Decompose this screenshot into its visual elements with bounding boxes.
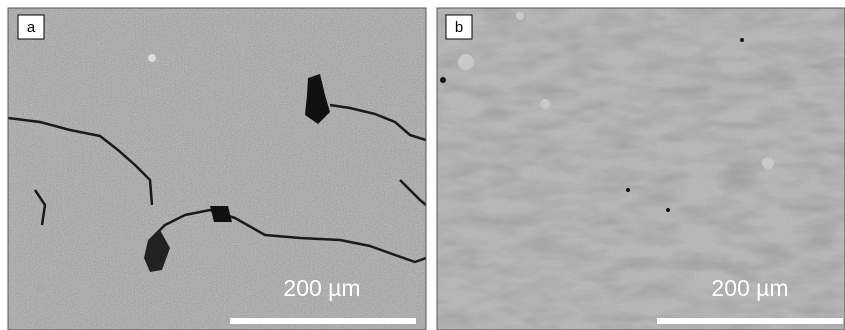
particle (37, 283, 47, 293)
scale-bar (657, 318, 843, 324)
particle (148, 54, 156, 62)
scale-bar-label: 200 µm (711, 275, 788, 301)
panel-a (8, 8, 426, 330)
page: {"panels": [{"label": "a", "scale_bar": … (0, 0, 845, 330)
panel-label: a (27, 19, 36, 36)
figure: a 200 µm b 200 µm (0, 0, 845, 330)
panel-label: b (455, 19, 463, 36)
texture (8, 8, 426, 330)
scale-bar-label: 200 µm (283, 275, 360, 301)
scale-bar (230, 318, 416, 324)
